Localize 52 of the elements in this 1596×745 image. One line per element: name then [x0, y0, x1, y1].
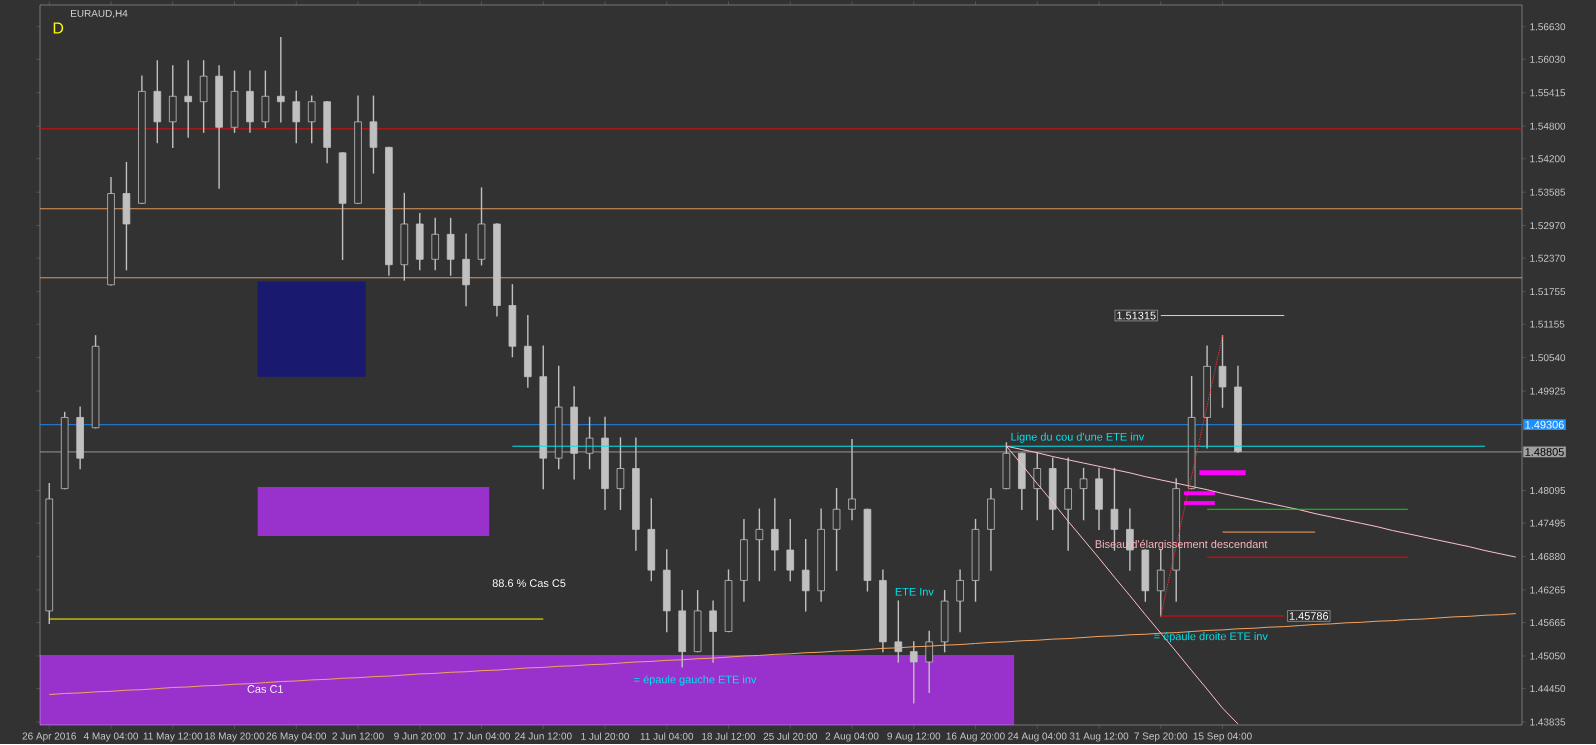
y-tick-label: 1.55415 — [1530, 89, 1566, 97]
y-tick-label: 1.50540 — [1530, 354, 1566, 362]
x-tick-label: 11 May 12:00 — [143, 732, 203, 742]
x-tick-label: 4 May 04:00 — [83, 732, 139, 742]
x-tick-label: 2 Aug 04:00 — [825, 732, 879, 742]
y-tick-label: 1.54200 — [1530, 155, 1566, 163]
x-tick-label: 17 Jun 04:00 — [453, 732, 510, 740]
y-tick-label: 1.56030 — [1530, 55, 1566, 63]
annotation: D — [53, 22, 64, 34]
x-tick-label: 15 Sep 04:00 — [1193, 732, 1252, 742]
data-label: 1.45786 — [1289, 612, 1329, 620]
y-tick-label: 1.45050 — [1530, 652, 1566, 660]
x-tick-label: 24 Jun 12:00 — [514, 732, 572, 740]
annotation: = épaule droite ETE inv — [1154, 632, 1268, 643]
x-tick-label: 7 Sep 20:00 — [1134, 732, 1188, 742]
x-tick-label: 31 Aug 12:00 — [1069, 732, 1129, 742]
x-tick-label: 9 Jun 20:00 — [394, 732, 446, 740]
annotation: Cas C1 — [247, 685, 283, 693]
y-tick-label: 1.54800 — [1530, 122, 1566, 130]
y-tick-label: 1.46265 — [1530, 586, 1566, 594]
x-tick-label: 11 Jul 04:00 — [640, 732, 694, 740]
text: 88.6 % Cas C5 — [492, 579, 566, 588]
y-tick-label: 1.52370 — [1530, 254, 1566, 262]
y-tick-label: 1.56630 — [1530, 23, 1566, 31]
y-tick-label: 1.47495 — [1530, 519, 1566, 527]
chart-title: EURAUD,H4 — [71, 10, 128, 19]
y-tick-label: 1.44450 — [1530, 685, 1566, 693]
y-tick-label: 1.43835 — [1530, 718, 1566, 726]
x-tick-label: 26 Apr 2016 — [22, 732, 76, 742]
y-tick-label: 1.51755 — [1530, 288, 1566, 296]
ref-line-label: 1.49306 — [1525, 420, 1564, 429]
y-tick-label: 1.46880 — [1530, 553, 1566, 561]
series-label: Ligne du cou d'une ETE inv — [1011, 432, 1145, 443]
annotation: ETE Inv — [895, 588, 934, 596]
x-tick-label: 25 Jul 20:00 — [763, 732, 818, 740]
x-tick-label: 2 Jun 12:00 — [332, 732, 384, 740]
y-tick-label: 1.51155 — [1530, 320, 1565, 328]
y-tick-label: 1.49925 — [1530, 387, 1566, 395]
ref-line-label: 1.48805 — [1525, 448, 1564, 456]
x-tick-label: 9 Aug 12:00 — [887, 732, 941, 742]
data-label: 1.51315 — [1117, 311, 1156, 320]
x-tick-label: 18 May 20:00 — [205, 732, 265, 742]
x-tick-label: 16 Aug 20:00 — [946, 732, 1005, 742]
y-tick-label: 1.52970 — [1530, 222, 1566, 230]
x-tick-label: 24 Aug 04:00 — [1008, 732, 1067, 742]
x-tick-label: 1 Jul 20:00 — [581, 732, 629, 740]
y-tick-label: 1.48095 — [1530, 487, 1566, 495]
x-tick-label: 26 May 04:00 — [266, 732, 327, 742]
x-tick-label: 18 Jul 12:00 — [702, 732, 756, 740]
y-tick-label: 1.53585 — [1530, 188, 1566, 196]
y-tick-label: 1.45665 — [1530, 619, 1566, 627]
annotation: = épaule gauche ETE inv — [634, 675, 757, 686]
